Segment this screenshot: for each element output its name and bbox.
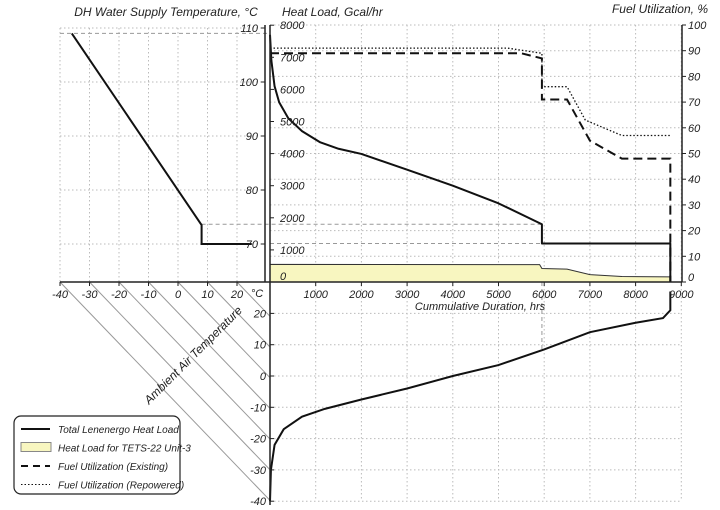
x-tick-label: -30	[82, 289, 99, 301]
series-tets22-unit3-area	[269, 263, 671, 283]
legend-box	[13, 415, 181, 495]
x-unit-label: °C	[251, 288, 263, 300]
x-tick-label: -40	[52, 289, 69, 301]
y-tick-label: 2000	[279, 213, 305, 225]
series-dh-supply-temperature-line	[70, 32, 252, 245]
x-tick-label: 20	[230, 289, 244, 301]
y-tick-label: 100	[240, 77, 259, 89]
series-ambient-duration-line	[269, 291, 672, 502]
fuel-utilization-title: Fuel Utilization, %	[612, 2, 708, 16]
y-tick-label: 80	[246, 185, 259, 197]
x-tick-label: 10	[201, 289, 214, 301]
y-tick-label: 4000	[280, 149, 305, 161]
y-tick-label: -20	[250, 434, 267, 446]
heat-load-title: Heat Load, Gcal/hr	[282, 5, 384, 19]
y2-tick-label: 80	[688, 71, 701, 83]
y2-tick-label: 90	[688, 46, 701, 58]
diagonal-transfer-line	[59, 281, 271, 501]
y-tick-label: 0	[280, 271, 287, 283]
y-tick-label: 20	[253, 308, 267, 320]
x-tick-label: 5000	[486, 289, 511, 301]
y-tick-label: -10	[250, 402, 267, 414]
y-tick-label: 1000	[280, 245, 305, 257]
y-tick-label: 3000	[280, 181, 305, 193]
series-total-heat-load-line	[269, 34, 672, 282]
diagonal-transfer-line	[207, 281, 271, 348]
y-tick-label: 8000	[280, 20, 305, 32]
y-tick-label: 5000	[280, 117, 305, 129]
legend-label: Total Lenenergo Heat Load	[58, 425, 179, 436]
diagonal-transfer-line	[236, 281, 271, 317]
x-tick-label: 8000	[623, 289, 648, 301]
x-tick-label: 2000	[348, 289, 374, 301]
x-tick-label: 6000	[532, 289, 557, 301]
y-tick-label: 0	[260, 371, 267, 383]
x-tick-label: 1000	[303, 289, 328, 301]
x-tick-label: -10	[141, 289, 158, 301]
y-tick-label: -40	[250, 496, 267, 508]
y2-tick-label: 100	[688, 20, 707, 32]
legend-label: Fuel Utilization (Existing)	[58, 462, 168, 473]
y-tick-label: 110	[240, 23, 258, 35]
y2-tick-label: 50	[688, 149, 701, 161]
series-fuel-repowered-line	[270, 47, 671, 137]
x-tick-label: 3000	[395, 289, 420, 301]
y-tick-label: 6000	[280, 84, 305, 96]
y2-tick-label: 60	[688, 123, 701, 135]
legend	[13, 415, 181, 495]
y2-tick-label: 40	[688, 174, 701, 186]
y2-tick-label: 70	[688, 97, 701, 109]
diagonal-transfer-line	[148, 281, 271, 409]
x-tick-label: 7000	[578, 289, 603, 301]
x-axis-title: Cummulative Duration, hrs	[415, 301, 546, 313]
y2-tick-label: 0	[688, 272, 695, 284]
y2-tick-label: 10	[688, 251, 701, 263]
y2-tick-label: 20	[687, 226, 701, 238]
y-tick-label: 7000	[280, 52, 305, 64]
legend-label: Fuel Utilization (Repowered)	[58, 481, 184, 492]
y-tick-label: 10	[254, 340, 267, 352]
x-tick-label: 4000	[441, 289, 466, 301]
y-tick-label: -30	[250, 465, 267, 477]
diagonal-transfer-line	[118, 281, 271, 440]
legend-swatch-fill	[20, 442, 52, 452]
x-tick-label: 9000	[669, 289, 694, 301]
x-tick-label: 0	[175, 289, 182, 301]
dh-temp-title: DH Water Supply Temperature, °C	[74, 5, 258, 19]
y-tick-label: 70	[246, 239, 259, 251]
y-tick-label: 90	[246, 131, 259, 143]
ambient-temp-axis-title: Ambient Air Temperature	[141, 303, 246, 408]
diagonal-transfer-line	[89, 281, 271, 471]
diagonal-transfer-line	[177, 281, 271, 379]
series-fuel-existing-line	[270, 52, 672, 282]
y2-tick-label: 30	[688, 200, 701, 212]
x-tick-label: -20	[111, 289, 128, 301]
legend-label: Heat Load for TETS-22 Unit-3	[58, 444, 191, 455]
